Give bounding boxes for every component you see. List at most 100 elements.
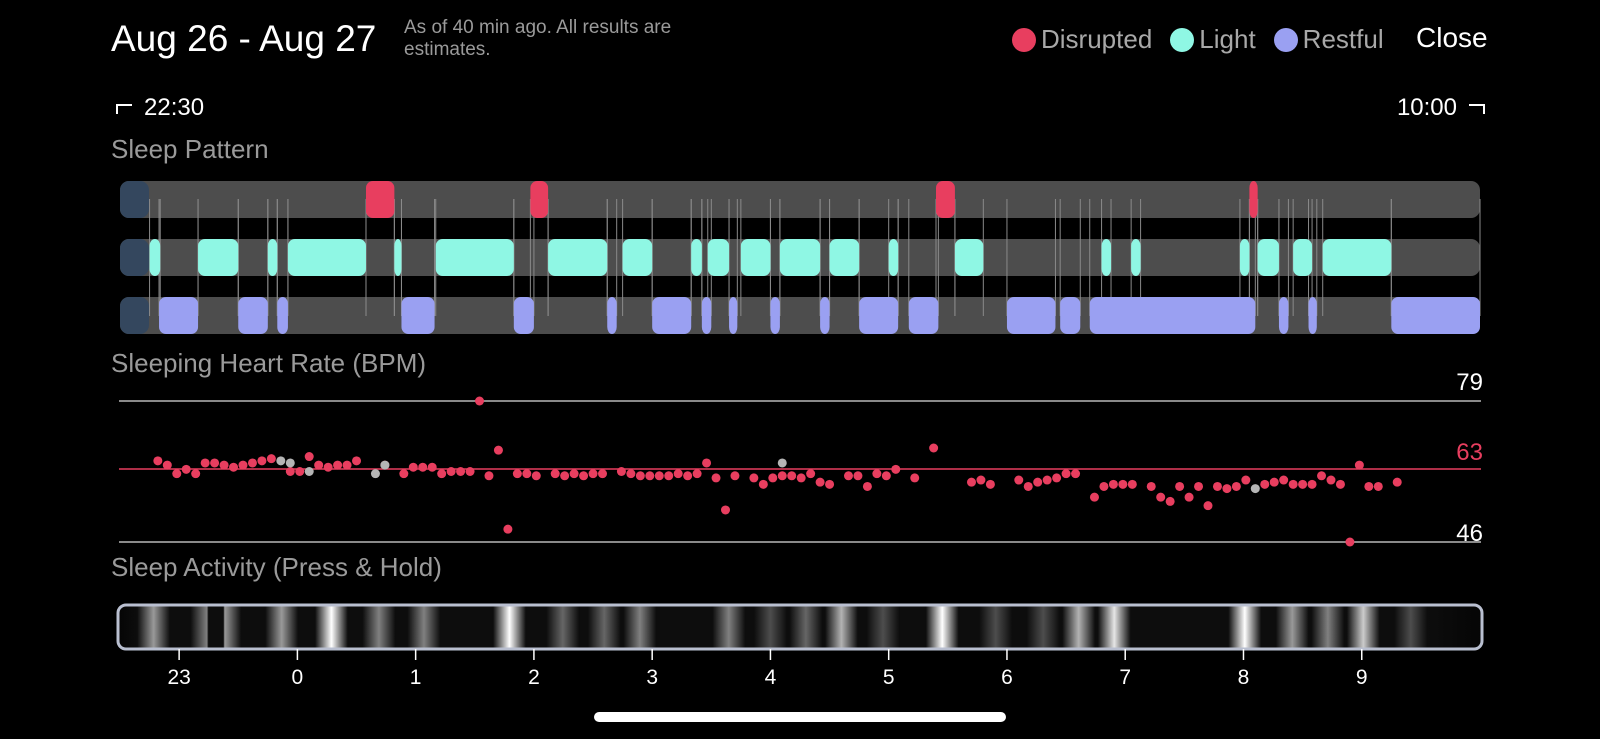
heart-rate-chart: 79 63 46 bbox=[119, 369, 1483, 547]
home-indicator[interactable] bbox=[594, 712, 1006, 722]
axis-tick-label: 6 bbox=[1001, 666, 1013, 689]
restful-track bbox=[120, 297, 1480, 334]
restful-segment bbox=[513, 297, 534, 334]
heart-rate-point bbox=[1089, 492, 1099, 502]
heart-rate-point-unreliable bbox=[304, 467, 314, 476]
heart-rate-point bbox=[1203, 501, 1213, 511]
heart-rate-point bbox=[1061, 469, 1071, 479]
close-button[interactable]: Close bbox=[1416, 22, 1488, 53]
heart-rate-point bbox=[210, 458, 220, 468]
heart-rate-point bbox=[711, 473, 721, 483]
heart-rate-point bbox=[560, 471, 570, 481]
restful-segment bbox=[401, 297, 435, 334]
heart-rate-heading: Sleeping Heart Rate (BPM) bbox=[111, 348, 427, 378]
heart-rate-point bbox=[1269, 477, 1279, 487]
axis-tick-label: 2 bbox=[528, 666, 540, 689]
light-segment bbox=[198, 239, 239, 276]
light-segment bbox=[691, 239, 702, 276]
heart-rate-point bbox=[1288, 479, 1298, 489]
heart-rate-point bbox=[749, 473, 759, 483]
legend-restful: Restful bbox=[1273, 24, 1384, 55]
heart-rate-point bbox=[437, 469, 447, 479]
heart-rate-point bbox=[1184, 492, 1194, 502]
restful-segment bbox=[277, 297, 288, 334]
restful-segment bbox=[701, 297, 712, 334]
heart-rate-point bbox=[408, 462, 418, 472]
heart-rate-point bbox=[247, 458, 257, 468]
date-range-title: Aug 26 - Aug 27 bbox=[111, 18, 377, 59]
heart-rate-point bbox=[1127, 479, 1137, 489]
light-segment bbox=[1293, 239, 1313, 276]
heart-rate-point bbox=[787, 471, 797, 481]
axis-tick-label: 5 bbox=[883, 666, 895, 689]
heart-rate-point bbox=[862, 481, 872, 491]
heart-rate-point-unreliable bbox=[380, 460, 390, 470]
heart-rate-point bbox=[446, 467, 456, 476]
activity-bar[interactable] bbox=[118, 605, 1482, 649]
axis-tick-label: 4 bbox=[765, 666, 777, 689]
heart-rate-point bbox=[465, 467, 475, 476]
restful-segment bbox=[238, 297, 268, 334]
heart-rate-point bbox=[1118, 479, 1128, 489]
heart-rate-point bbox=[616, 467, 626, 476]
legend-label: Restful bbox=[1302, 24, 1384, 54]
light-segment bbox=[287, 239, 366, 276]
heart-rate-point bbox=[1194, 481, 1204, 491]
axis-tick-label: 1 bbox=[410, 666, 422, 689]
heart-rate-point bbox=[1345, 537, 1355, 547]
sleep-pattern-chart bbox=[120, 181, 1481, 334]
heart-rate-point bbox=[758, 479, 768, 489]
heart-rate-point bbox=[1317, 471, 1327, 481]
heart-rate-point bbox=[162, 460, 172, 470]
heart-rate-point bbox=[1231, 481, 1241, 491]
heart-rate-point-unreliable bbox=[285, 458, 295, 468]
heart-rate-point-unreliable bbox=[276, 456, 286, 466]
light-segment bbox=[1257, 239, 1279, 276]
axis-tick-label: 8 bbox=[1238, 666, 1250, 689]
disrupted-segment bbox=[530, 181, 549, 218]
legend-dot-light bbox=[1170, 27, 1195, 52]
heart-rate-point bbox=[1326, 475, 1336, 485]
heart-rate-point bbox=[1212, 481, 1222, 491]
restful-segment bbox=[652, 297, 692, 334]
heart-rate-point bbox=[1023, 481, 1033, 491]
restful-segment bbox=[770, 297, 780, 334]
heart-rate-point bbox=[456, 467, 466, 476]
sleep-activity-heading: Sleep Activity (Press & Hold) bbox=[111, 552, 442, 582]
light-segment bbox=[149, 239, 161, 276]
heart-rate-point bbox=[1279, 475, 1289, 485]
restful-segment bbox=[729, 297, 738, 334]
min-label: 46 bbox=[1456, 520, 1483, 547]
restful-segment bbox=[159, 297, 199, 334]
heart-rate-point bbox=[730, 471, 740, 481]
heart-rate-point bbox=[1298, 479, 1308, 489]
heart-rate-point bbox=[1392, 477, 1402, 487]
heart-rate-point bbox=[1175, 481, 1185, 491]
heart-rate-point bbox=[966, 477, 976, 487]
heart-rate-point bbox=[475, 396, 485, 406]
heart-rate-point bbox=[702, 458, 712, 468]
time-end-label: 10:00 bbox=[1396, 94, 1457, 121]
heart-rate-point bbox=[493, 445, 503, 455]
heart-rate-point bbox=[683, 471, 693, 481]
time-axis: 23 0 1 2 3 4 5 6 7 8 9 bbox=[167, 649, 1368, 689]
light-segment bbox=[435, 239, 514, 276]
heart-rate-point bbox=[1108, 479, 1118, 489]
light-segment bbox=[394, 239, 402, 276]
heart-rate-point bbox=[664, 471, 674, 481]
heart-rate-point bbox=[1241, 475, 1251, 485]
light-segment bbox=[740, 239, 771, 276]
legend: Disrupted Light Restful bbox=[1012, 24, 1396, 55]
disrupted-track-start bbox=[120, 181, 149, 218]
heart-rate-point bbox=[692, 469, 702, 479]
sleep-activity-chart[interactable] bbox=[116, 603, 1484, 651]
heart-rate-point bbox=[418, 462, 428, 472]
heart-rate-point bbox=[815, 477, 825, 487]
heart-rate-point bbox=[503, 524, 513, 534]
heart-rate-point bbox=[352, 456, 362, 466]
heart-rate-point-unreliable bbox=[1250, 484, 1260, 494]
heart-rate-point bbox=[626, 469, 636, 479]
legend-dot-disrupted bbox=[1012, 27, 1036, 52]
light-segment bbox=[1101, 239, 1112, 276]
